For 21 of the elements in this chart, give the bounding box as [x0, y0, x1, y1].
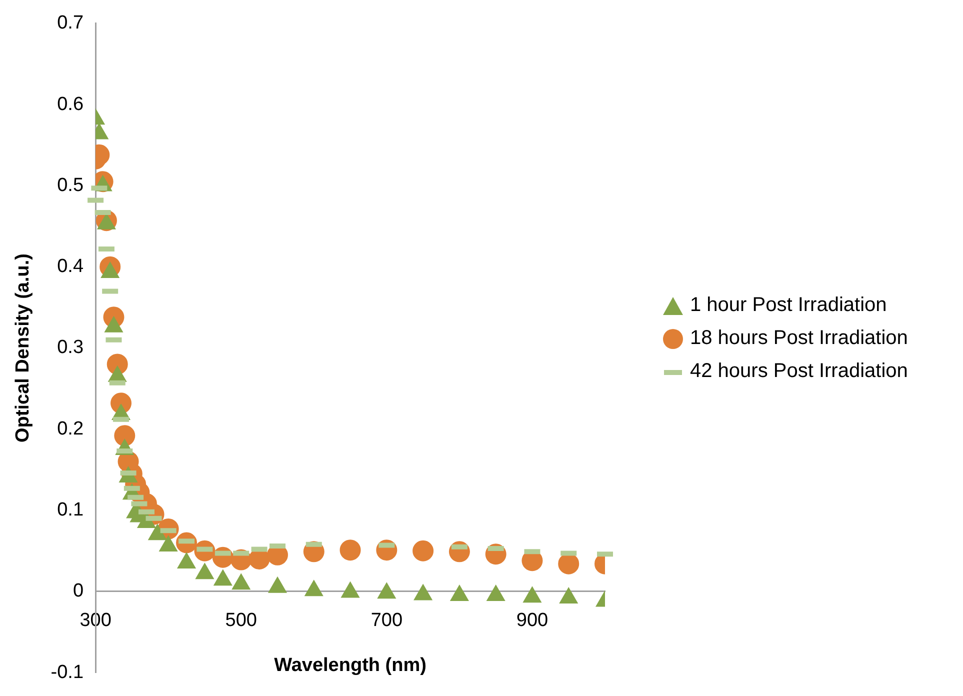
legend-label: 18 hours Post Irradiation — [690, 327, 908, 350]
y-tick-label: 0.3 — [57, 337, 84, 358]
legend-label: 42 hours Post Irradiation — [690, 360, 908, 383]
y-tick-label: 0.5 — [57, 174, 84, 196]
x-axis-title: Wavelength (nm) — [274, 654, 426, 676]
y-axis-title: Optical Density (a.u.) — [12, 254, 34, 442]
x-tick-label: 700 — [370, 610, 403, 632]
point — [114, 425, 136, 446]
point — [340, 540, 361, 561]
legend-label: 1 hour Post Irradiation — [690, 294, 887, 317]
x-tick-label: 500 — [225, 610, 257, 632]
y-tick-label: 0.1 — [57, 500, 84, 521]
x-tick-label: 300 — [80, 610, 112, 632]
y-tick-label: -0.1 — [50, 662, 84, 683]
y-tick-label: 0 — [72, 580, 84, 602]
y-tick-label: 0.6 — [57, 94, 84, 115]
point — [412, 540, 434, 562]
x-tick-label: 900 — [516, 610, 548, 632]
y-tick-label: 0.4 — [57, 256, 84, 278]
y-tick-label: 0.2 — [57, 418, 84, 440]
y-tick-label: 0.7 — [57, 12, 84, 34]
